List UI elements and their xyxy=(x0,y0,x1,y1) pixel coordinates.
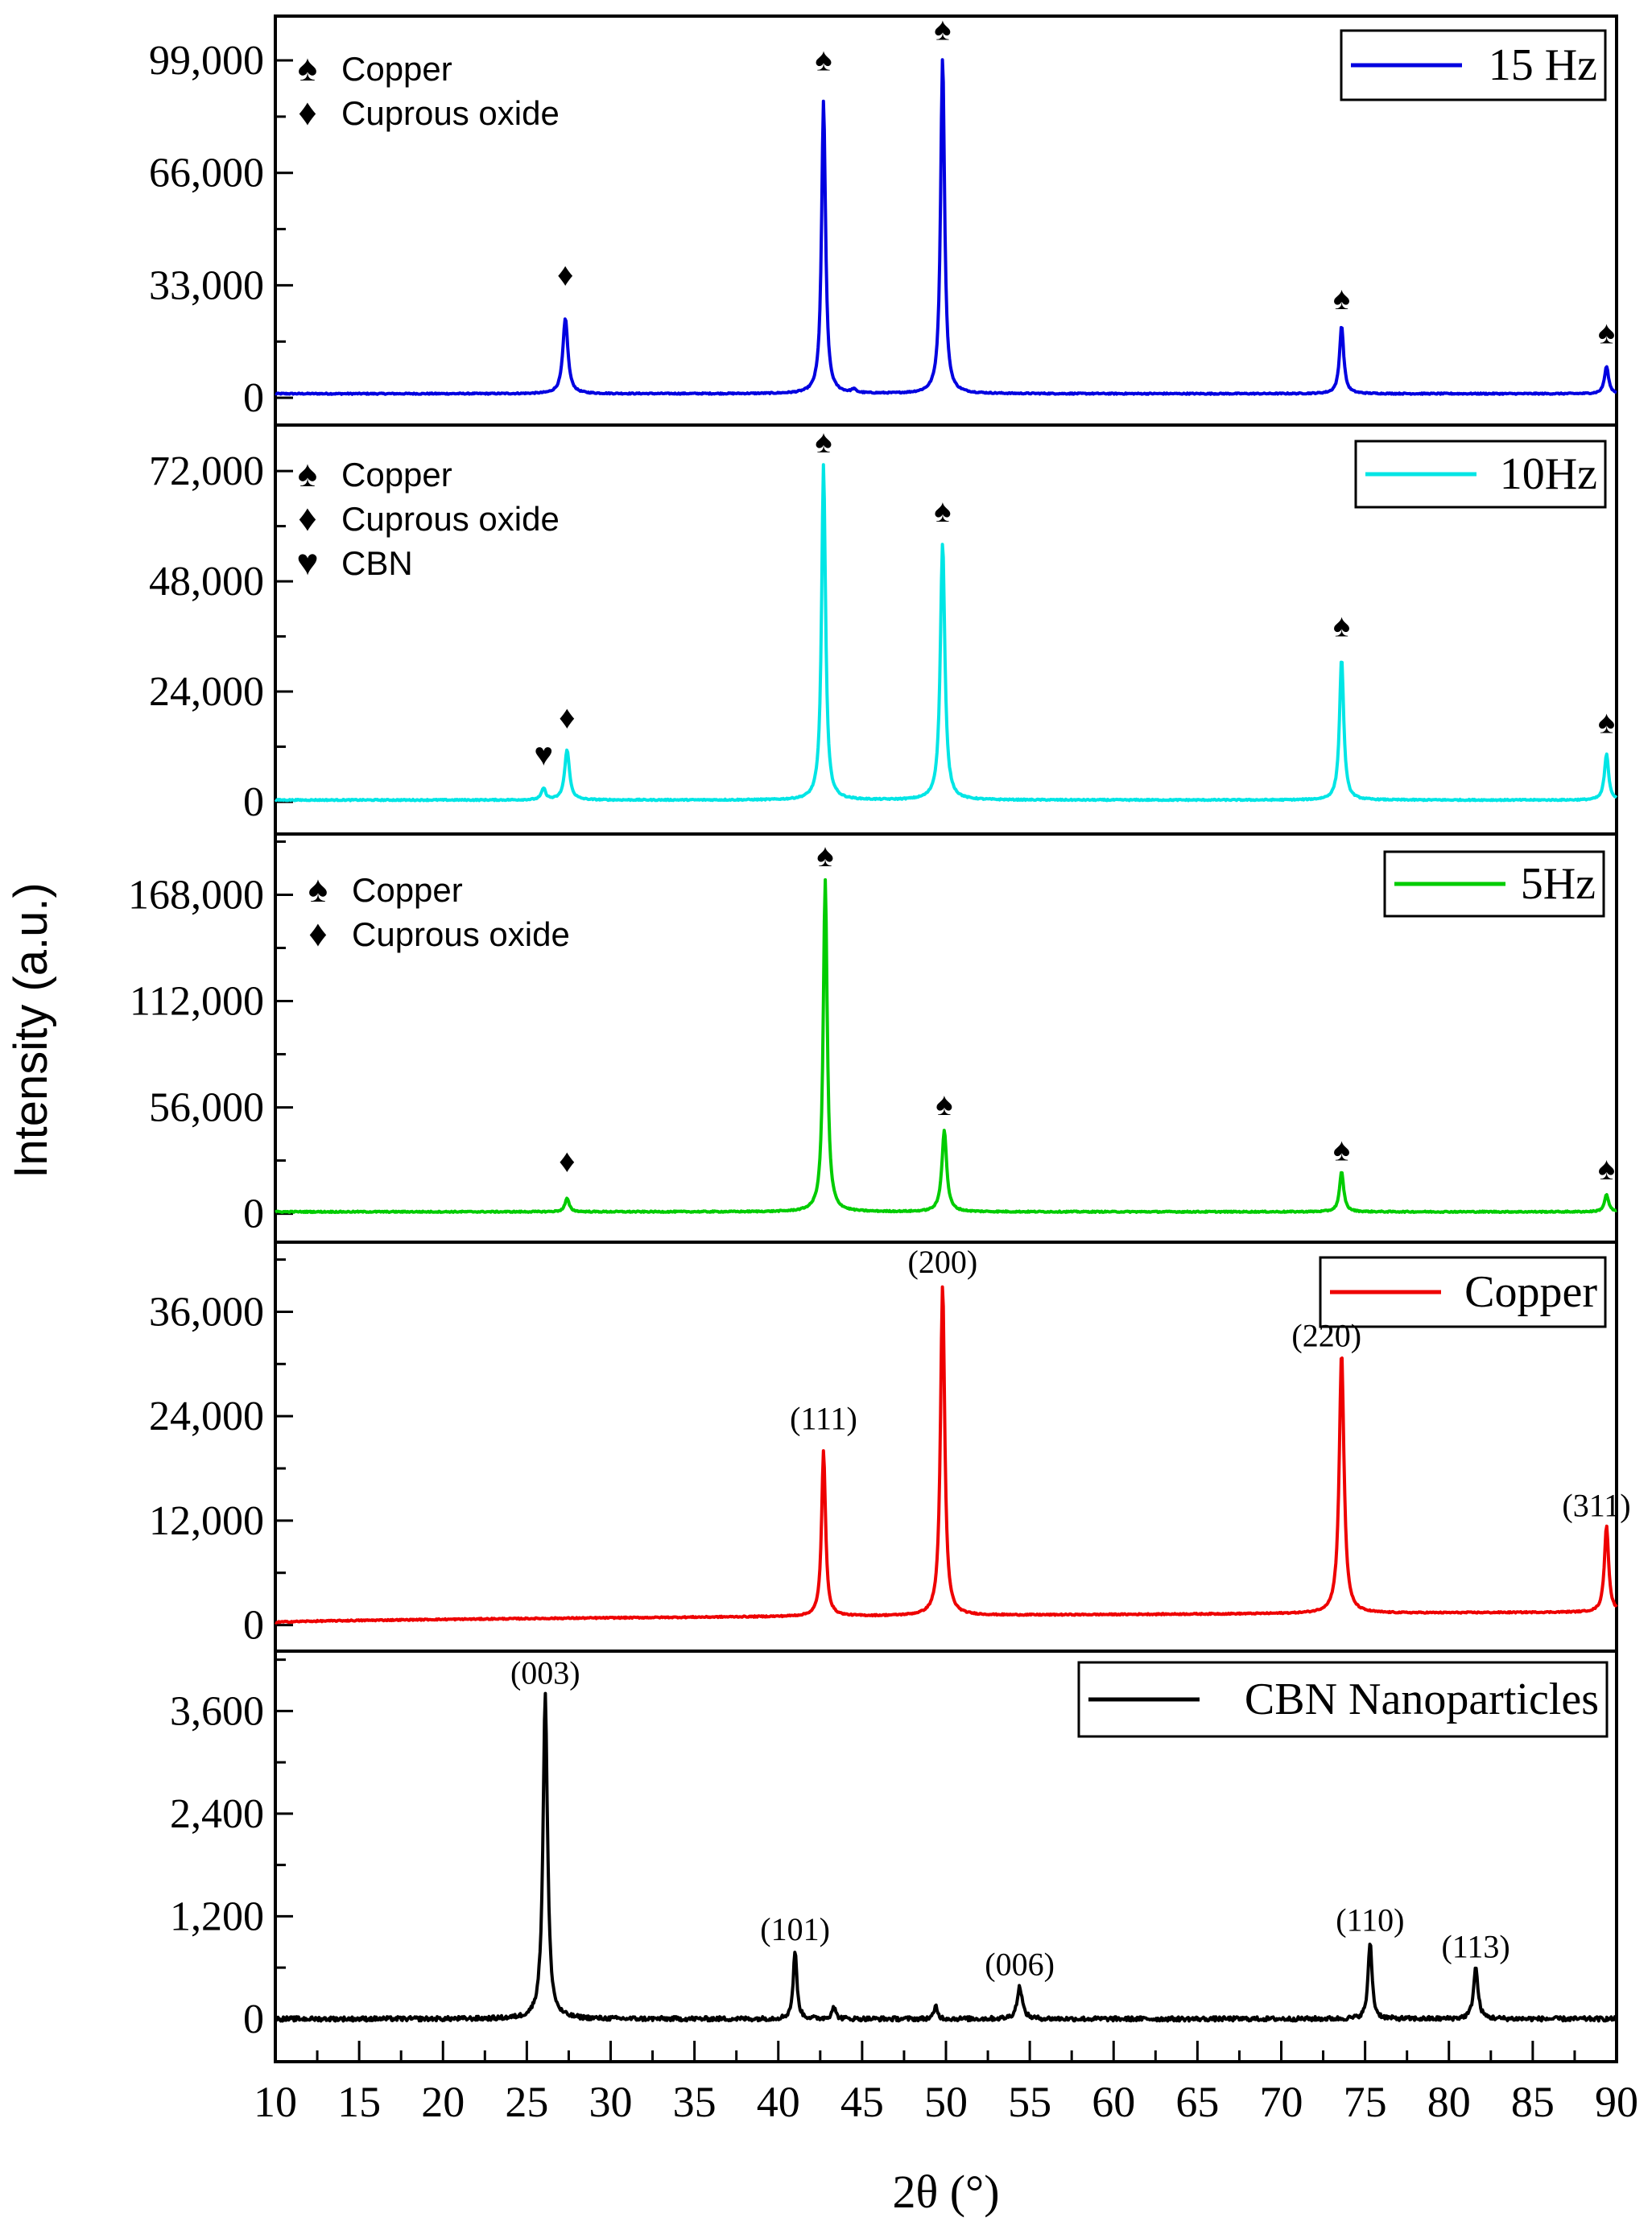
peak-marker: ♦ xyxy=(557,257,573,292)
key-label: Cuprous oxide xyxy=(341,500,560,538)
x-tick-label: 30 xyxy=(589,2078,633,2126)
y-tick-label: 99,000 xyxy=(149,38,264,84)
y-tick-label: 2,400 xyxy=(170,1791,264,1837)
panel-5: 0 1,200 2,400 3,600 CBN Nanoparticles (003) (1… xyxy=(170,1650,1618,2063)
legend-label: 5Hz xyxy=(1521,859,1596,909)
peak-marker: ♠ xyxy=(815,43,832,78)
hkl-label: (220) xyxy=(1291,1318,1361,1354)
hkl-label: (003) xyxy=(510,1654,580,1691)
series-line xyxy=(275,58,1617,396)
panel-4: 0 12,000 24,000 36,000 Copper (111) (200) (220)… xyxy=(149,1241,1631,1653)
y-tick-label: 24,000 xyxy=(149,1394,264,1439)
peak-marker: ♠ xyxy=(935,1087,952,1122)
peak-marker: ♠ xyxy=(934,12,951,47)
y-tick-label: 168,000 xyxy=(128,872,264,918)
x-tick-label: 60 xyxy=(1092,2078,1135,2126)
x-tick-label: 70 xyxy=(1260,2078,1303,2126)
panel-3: 0 56,000 112,000 168,000 5Hz ♠ Copper ♦ Cuprous … xyxy=(128,832,1618,1244)
x-tick-label: 80 xyxy=(1427,2078,1471,2126)
peak-marker: ♠ xyxy=(1598,704,1615,740)
x-axis: 10 15 20 25 30 35 40 45 50 55 60 65 70 75 80 85 90 xyxy=(254,2041,1638,2126)
series-line xyxy=(275,1285,1618,1625)
legend-label: 15 Hz xyxy=(1489,40,1597,90)
y-tick-label: 0 xyxy=(243,1191,264,1237)
y-tick-label: 24,000 xyxy=(149,669,264,715)
peak-marker: ♠ xyxy=(1333,609,1350,644)
x-tick-label: 25 xyxy=(505,2078,548,2126)
y-tick-label: 66,000 xyxy=(149,151,264,196)
peak-marker: ♠ xyxy=(816,838,833,873)
y-tick-label: 0 xyxy=(243,1603,264,1649)
key-symbol: ♥ xyxy=(296,541,318,583)
panel-2: 0 24,000 48,000 72,000 10Hz ♠ Copper ♦ Cuprous o… xyxy=(149,423,1618,836)
key-symbol: ♦ xyxy=(298,91,316,133)
x-tick-label: 55 xyxy=(1008,2078,1051,2126)
series-line xyxy=(274,1691,1618,2023)
hkl-label: (111) xyxy=(790,1400,857,1436)
key-symbol: ♦ xyxy=(308,912,327,954)
peak-marker: ♠ xyxy=(1333,281,1350,316)
panel-1: 0 33,000 66,000 99,000 15 Hz ♠ Copper ♦ Cuprous … xyxy=(149,12,1618,427)
x-tick-label: 65 xyxy=(1175,2078,1219,2126)
legend-label: CBN Nanoparticles xyxy=(1245,1674,1599,1724)
x-tick-label: 35 xyxy=(673,2078,717,2126)
peak-marker: ♠ xyxy=(934,493,951,529)
x-tick-label: 85 xyxy=(1511,2078,1555,2126)
hkl-label: (110) xyxy=(1336,1901,1404,1938)
x-tick-label: 20 xyxy=(421,2078,465,2126)
x-tick-label: 45 xyxy=(840,2078,884,2126)
x-tick-label: 15 xyxy=(337,2078,381,2126)
key-label: CBN xyxy=(341,544,413,582)
peak-marker: ♦ xyxy=(559,1144,575,1179)
x-tick-label: 10 xyxy=(254,2078,297,2126)
y-tick-label: 0 xyxy=(243,1996,264,2042)
x-tick-label: 40 xyxy=(757,2078,800,2126)
legend-label: 10Hz xyxy=(1500,449,1597,499)
peak-marker: ♠ xyxy=(815,424,832,460)
series-line xyxy=(274,463,1618,803)
key-symbol: ♠ xyxy=(298,452,317,494)
y-tick-label: 3,600 xyxy=(170,1688,264,1734)
key-label: Copper xyxy=(341,50,452,88)
x-tick-label: 90 xyxy=(1595,2078,1638,2126)
key-label: Copper xyxy=(352,871,463,909)
peak-marker: ♥ xyxy=(534,737,553,772)
y-tick-label: 48,000 xyxy=(149,559,264,605)
x-tick-label: 50 xyxy=(924,2078,968,2126)
y-tick-label: 1,200 xyxy=(170,1893,264,1939)
y-tick-label: 33,000 xyxy=(149,262,264,308)
hkl-label: (200) xyxy=(908,1244,978,1280)
y-tick-label: 36,000 xyxy=(149,1289,264,1335)
y-tick-label: 0 xyxy=(243,375,264,421)
y-tick-label: 0 xyxy=(243,779,264,825)
key-symbol: ♠ xyxy=(308,868,328,910)
y-tick-label: 12,000 xyxy=(149,1498,264,1544)
y-tick-label: 112,000 xyxy=(130,979,264,1025)
hkl-label: (101) xyxy=(760,1911,830,1947)
hkl-label: (311) xyxy=(1562,1487,1630,1523)
series-line xyxy=(275,877,1617,1214)
x-axis-title: 2θ (°) xyxy=(892,2166,999,2218)
peak-marker: ♦ xyxy=(559,700,575,736)
hkl-label: (006) xyxy=(985,1947,1055,1983)
y-tick-label: 56,000 xyxy=(149,1085,264,1131)
key-symbol: ♠ xyxy=(298,47,317,89)
key-label: Cuprous oxide xyxy=(341,94,560,132)
key-symbol: ♦ xyxy=(298,497,316,539)
legend-label: Copper xyxy=(1464,1267,1597,1317)
x-tick-label: 75 xyxy=(1344,2078,1387,2126)
key-label: Copper xyxy=(341,456,452,493)
y-tick-label: 72,000 xyxy=(149,448,264,494)
peak-marker: ♠ xyxy=(1598,1151,1615,1187)
peak-marker: ♠ xyxy=(1333,1133,1350,1168)
y-axis-title: Intensity (a.u.) xyxy=(5,882,57,1178)
hkl-label: (113) xyxy=(1441,1928,1510,1964)
peak-marker: ♠ xyxy=(1598,315,1615,350)
key-label: Cuprous oxide xyxy=(352,915,570,953)
